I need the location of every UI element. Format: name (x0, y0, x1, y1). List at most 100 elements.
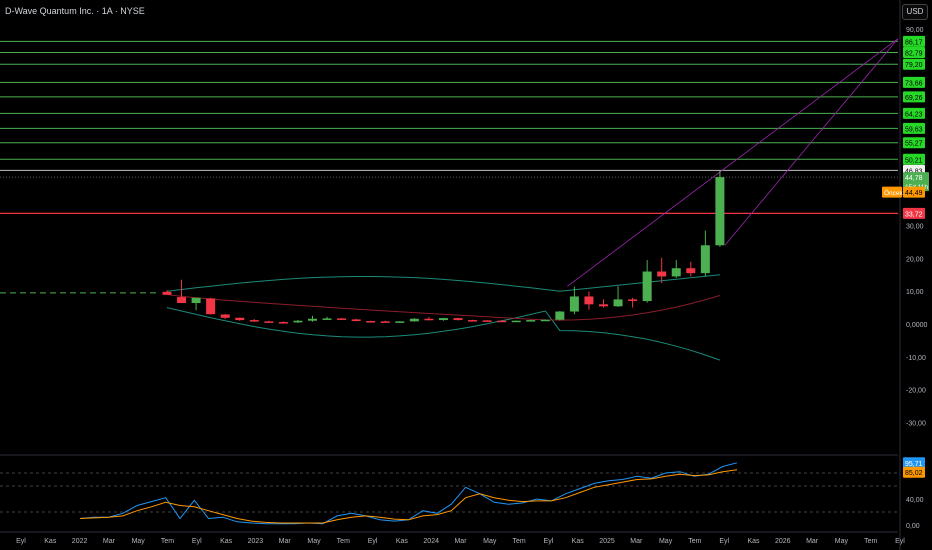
time-axis-label: Mar (630, 538, 643, 545)
time-axis-label: 2023 (248, 538, 264, 545)
time-axis-label: May (659, 538, 673, 545)
price-axis: 90,00 30,00 20,00 10,00 0,0000 -10,00 -20,00 -3… (882, 0, 929, 550)
bollinger-bands (0, 274, 721, 361)
candle-body (555, 311, 565, 320)
level-tag-label: 59,63 (905, 126, 923, 133)
oscillator-signal-line (79, 469, 738, 524)
price-tick-label: -20,00 (906, 388, 926, 395)
oscillator-tick-label: 0,00 (906, 523, 920, 530)
previous-close-badge (882, 186, 902, 198)
level-tag (903, 122, 925, 134)
oscillator-pane (0, 454, 898, 525)
price-tick-label: 20,00 (906, 256, 924, 263)
level-tag (903, 153, 925, 165)
candle-body (468, 320, 478, 322)
symbol-title: D-Wave Quantum Inc. · 1A · NYSE (5, 6, 145, 16)
candle-body (409, 318, 419, 322)
candle-body (584, 296, 594, 305)
candle-body (497, 320, 507, 323)
candle-body (235, 317, 245, 321)
time-axis-label: Tem (864, 538, 877, 545)
level-tag (903, 58, 925, 70)
oscillator-signal-tag (903, 466, 925, 478)
candle-body (191, 297, 201, 304)
level-tag-label: 64,23 (905, 111, 923, 118)
time-axis-label: 2024 (423, 538, 439, 545)
candle-body (613, 299, 623, 307)
time-axis-label: May (483, 538, 497, 545)
time-axis-label: Tem (337, 538, 350, 545)
upper-band (166, 274, 720, 292)
time-axis-label: Kas (44, 538, 57, 545)
currency-button[interactable]: USD (902, 4, 928, 20)
candle-body (540, 319, 550, 322)
candle-body (351, 319, 361, 322)
candle-body (700, 245, 710, 274)
oscillator-value-tag (903, 457, 925, 469)
time-axis-label: Eyl (16, 538, 26, 545)
level-tag-label: 82,79 (905, 50, 923, 57)
previous-close-tag (903, 186, 925, 198)
time-axis-label: Mar (806, 538, 819, 545)
candle-body (264, 321, 274, 323)
level-tag-label: 86,17 (905, 39, 923, 46)
candle-body (642, 271, 652, 302)
candle-body (511, 320, 521, 323)
candle-body (569, 296, 579, 312)
candle-body (380, 321, 390, 323)
time-axis-label: Eyl (368, 538, 378, 545)
red-level-tag (903, 207, 925, 219)
candle-body (337, 318, 347, 320)
time-axis-label: Kas (396, 538, 409, 545)
price-tick-label: -10,00 (906, 355, 926, 362)
candle-body (526, 320, 536, 322)
fan-line-lower (724, 38, 899, 246)
candle-body (162, 291, 172, 295)
last-price-tag (903, 172, 929, 192)
trend-fan-lines (567, 38, 899, 287)
candle-body (322, 318, 332, 320)
candle-body (177, 297, 187, 304)
horizontal-levels (0, 40, 898, 214)
time-axis-label: Eyl (719, 538, 729, 545)
level-tag-label: 73,66 (905, 80, 923, 87)
time-axis-label: Eyl (192, 538, 202, 545)
oscillator-tick-label: 40,00 (906, 497, 924, 504)
level-tag (903, 46, 925, 58)
time-axis-label: 2022 (72, 538, 88, 545)
time-axis-label: May (307, 538, 321, 545)
level-tag (903, 137, 925, 149)
level-tag (903, 91, 925, 103)
candle-body (438, 318, 448, 321)
candle-body (715, 177, 725, 246)
lower-band (166, 307, 721, 361)
candle-body (249, 320, 259, 322)
oscillator-signal-label: 85,02 (905, 470, 923, 477)
level-tag (903, 76, 925, 88)
price-tick-label: 30,00 (906, 224, 924, 231)
middle-band (166, 294, 721, 321)
previous-close-value: 44,49 (905, 190, 923, 197)
time-axis-label: Kas (572, 538, 585, 545)
time-axis-label: 2025 (599, 538, 615, 545)
level-tag (903, 35, 925, 47)
oscillator-value-label: 95,71 (905, 461, 923, 468)
level-tag (903, 107, 925, 119)
candle-body (686, 268, 696, 274)
level-tag-label: 69,26 (905, 95, 923, 102)
candle-body (482, 320, 492, 322)
time-axis-label: Mar (103, 538, 116, 545)
candle-body (628, 299, 638, 302)
time-axis: Eyl Kas 2022 Mar May Tem Eyl Kas 2023 Mar May Tem Ey… (0, 531, 905, 545)
time-axis-label: Kas (747, 538, 760, 545)
candle-body (453, 318, 463, 321)
price-tick-label: -30,00 (906, 420, 926, 427)
white-level-tag-label: 46,83 (905, 168, 923, 175)
price-tick-label: 10,00 (906, 289, 924, 296)
time-axis-label: 2026 (775, 538, 791, 545)
candle-body (278, 322, 288, 324)
candle-body (206, 298, 216, 315)
time-axis-label: Tem (512, 538, 525, 545)
candle-body (599, 304, 608, 307)
